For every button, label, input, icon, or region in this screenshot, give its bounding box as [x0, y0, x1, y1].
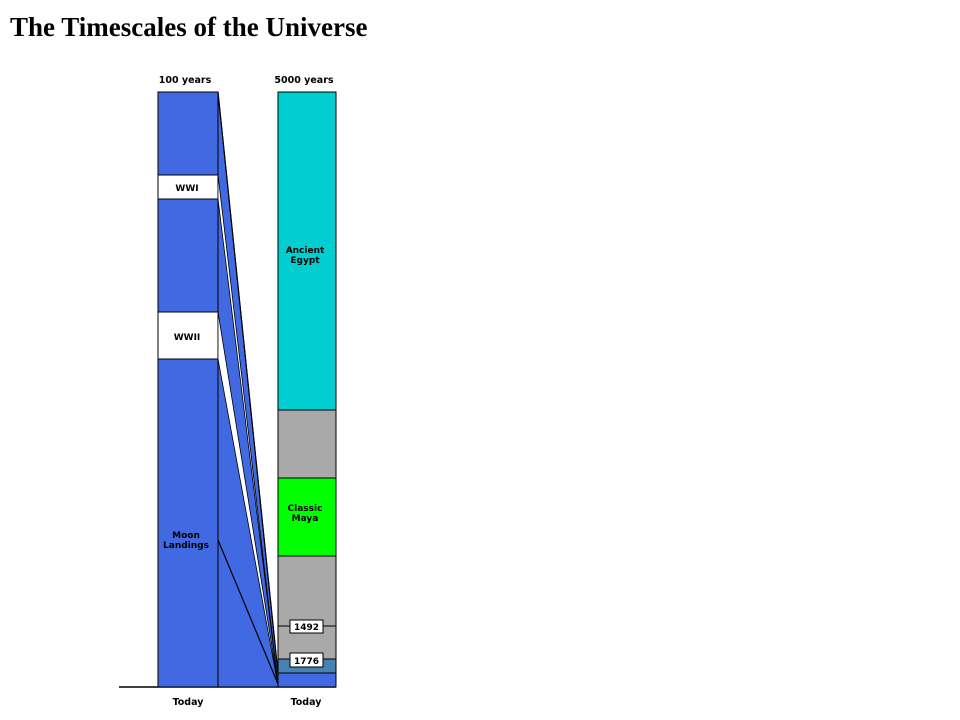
wwii-label: WWII [174, 333, 201, 343]
gap-band [277, 409, 337, 479]
century-header: 100 years [159, 75, 212, 86]
year-1492-box [289, 619, 324, 634]
classic-maya-label: Classic Maya [288, 504, 323, 524]
century-footer: Today [173, 697, 205, 708]
last-century-band [277, 672, 337, 688]
ancient-egypt-label: Ancient Egypt [286, 246, 325, 266]
funnel-edge [217, 91, 279, 674]
year-1776-box [289, 652, 324, 668]
gap-band [277, 555, 337, 660]
millennia-header: 5000 years [274, 75, 333, 86]
moon-landings-pointer [217, 539, 279, 685]
classic-maya-band [277, 477, 337, 557]
wwii-funnel-band [217, 311, 278, 681]
wwi-label: WWI [175, 184, 198, 194]
year-1776-label: 1776 [294, 657, 319, 667]
wwi-band [157, 174, 219, 200]
wwii-band [157, 311, 219, 360]
moon-landings-label: Moon Landings [163, 531, 209, 551]
page-title: The Timescales of the Universe [10, 12, 368, 42]
millennia-footer: Today [291, 697, 323, 708]
year-1492-label: 1492 [294, 623, 319, 633]
